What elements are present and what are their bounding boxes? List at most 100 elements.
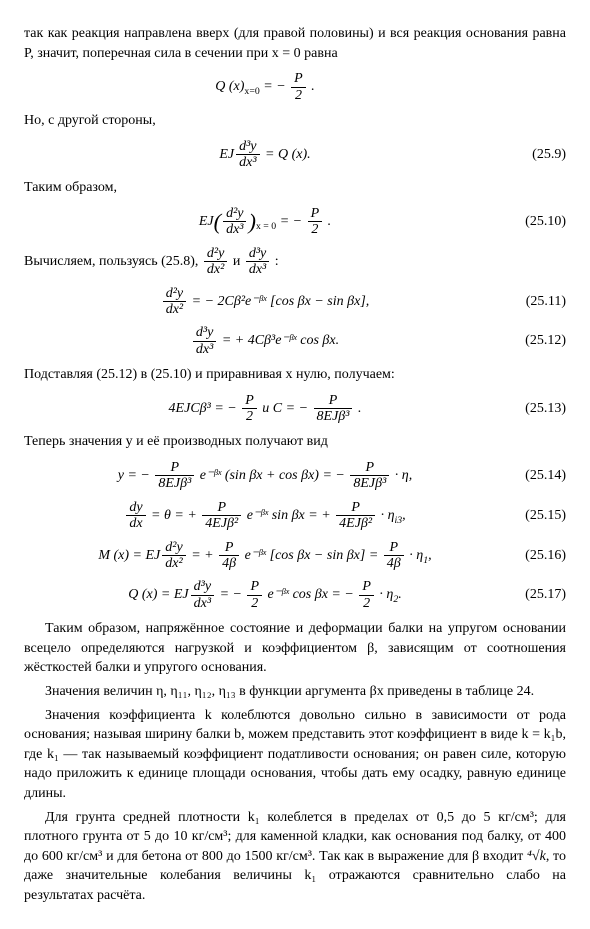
para-5: Подставляя (25.12) в (25.10) и приравнив…	[24, 365, 566, 385]
eq10-rden: 2	[308, 222, 323, 237]
para-9: Значения коэффициента k колеблются довол…	[24, 706, 566, 804]
eq-9: EJd³ydx³ = Q (x). (25.9)	[24, 139, 566, 171]
eq15-no: (25.15)	[506, 506, 566, 526]
eq16-n2: P	[384, 540, 404, 556]
eq11-rhs: = − 2Cβ²e⁻ᵝˣ [cos βx − sin βx],	[188, 294, 369, 309]
eq-12: d³ydx³ = + 4Cβ³e⁻ᵝˣ cos βx. (25.12)	[24, 325, 566, 357]
eq10-paren-close: )	[248, 209, 255, 234]
eq-0: Q (x)x=0 = − P2 .	[24, 71, 566, 103]
eq-17: Q (x) = EJd³ydx³ = − P2 e⁻ᵝˣ cos βx = − …	[24, 579, 566, 611]
eq17-n2: P	[359, 579, 374, 595]
eq10-num: d²y	[223, 206, 246, 222]
eq13-a: 4EJCβ³ = −	[169, 401, 241, 416]
eq16-b: = +	[188, 548, 217, 563]
para4b: и	[229, 254, 244, 269]
eq14-d1: 8EJβ³	[155, 476, 194, 491]
eq-15: dydx = θ = + P4EJβ² e⁻ᵝˣ sin βx = + P4EJ…	[24, 500, 566, 532]
eq17-b: = −	[216, 587, 245, 602]
eq17-a: Q (x) = EJ	[128, 587, 188, 602]
eq9-den: dx³	[236, 155, 259, 170]
eq14-no: (25.14)	[506, 466, 566, 486]
eq11-no: (25.11)	[506, 292, 566, 312]
eq13-no: (25.13)	[506, 399, 566, 419]
para-6: Теперь значения y и её производных получ…	[24, 432, 566, 452]
eq12-no: (25.12)	[506, 331, 566, 351]
eq16-tail: · η	[406, 548, 423, 563]
para4a: Вычисляем, пользуясь (25.8),	[24, 254, 202, 269]
eq15-ld: dx	[126, 516, 145, 531]
para4-f1d: dx²	[204, 262, 227, 277]
eq15-mid: e⁻ᵝˣ sin βx = +	[243, 508, 334, 523]
eq14-n2: P	[350, 460, 389, 476]
eq14-tail: · η,	[391, 468, 412, 483]
eq13-ad: 2	[242, 409, 257, 424]
para-8: Значения величин η, η₁₁, η₁₂, η₁₃ в функ…	[24, 682, 566, 702]
eq17-tail: · η	[376, 587, 393, 602]
eq15-n2: P	[336, 500, 375, 516]
eq-11: d²ydx² = − 2Cβ²e⁻ᵝˣ [cos βx − sin βx], (…	[24, 286, 566, 318]
eq14-d2: 8EJβ³	[350, 476, 389, 491]
eq16-end: ,	[428, 548, 432, 563]
eq17-end: .	[398, 587, 402, 602]
eq13-bn: P	[314, 393, 353, 409]
eq0-lhs: Q (x)	[215, 79, 244, 94]
para4c: :	[271, 254, 278, 269]
eq16-d1: 4β	[219, 556, 239, 571]
eq15-ln: dy	[126, 500, 145, 516]
eq10-tail: .	[324, 214, 331, 229]
eq15-d1: 4EJβ²	[202, 516, 241, 531]
para-3: Таким образом,	[24, 178, 566, 198]
eq10-paren-open: (	[214, 209, 221, 234]
para10-root: ⁴√k	[527, 849, 546, 864]
eq17-d1: 2	[247, 596, 262, 611]
eq17-mid: e⁻ᵝˣ cos βx = −	[264, 587, 357, 602]
eq16-mid: e⁻ᵝˣ [cos βx − sin βx] =	[241, 548, 382, 563]
eq9-lhs: EJ	[219, 147, 234, 162]
eq-10: EJ(d²ydx³)x = 0 = − P2 . (25.10)	[24, 206, 566, 238]
eq0-mid: = −	[260, 79, 289, 94]
para-2: Но, с другой стороны,	[24, 111, 566, 131]
eq15-d2: 4EJβ²	[336, 516, 375, 531]
eq16-a: M (x) = EJ	[98, 548, 160, 563]
eq0-den: 2	[291, 88, 306, 103]
eq0-tail: .	[308, 79, 315, 94]
eq17-ln: d³y	[191, 579, 214, 595]
eq16-no: (25.16)	[506, 546, 566, 566]
para-1: так как реакция направлена вверх (для пр…	[24, 24, 566, 63]
eq13-mid: и C = −	[259, 401, 312, 416]
eq0-sub: x=0	[244, 86, 259, 97]
eq10-den: dx³	[223, 222, 246, 237]
eq12-ln: d³y	[193, 325, 216, 341]
eq16-ln: d²y	[162, 540, 185, 556]
eq-16: M (x) = EJd²ydx² = + P4β e⁻ᵝˣ [cos βx − …	[24, 540, 566, 572]
eq0-num: P	[291, 71, 306, 87]
eq14-a: y = −	[118, 468, 154, 483]
eq12-rhs: = + 4Cβ³e⁻ᵝˣ cos βx.	[218, 333, 339, 348]
eq15-a: = θ = +	[148, 508, 201, 523]
eq9-no: (25.9)	[506, 145, 566, 165]
eq13-an: P	[242, 393, 257, 409]
eq10-rnum: P	[308, 206, 323, 222]
para-7: Таким образом, напряжённое состояние и д…	[24, 619, 566, 678]
eq14-n1: P	[155, 460, 194, 476]
eq17-ld: dx³	[191, 596, 214, 611]
eq11-ln: d²y	[163, 286, 186, 302]
eq15-n1: P	[202, 500, 241, 516]
eq10-sub: x = 0	[256, 221, 276, 232]
para4-f1n: d²y	[204, 246, 227, 262]
eq9-rhs: = Q (x).	[262, 147, 311, 162]
eq13-tail: .	[354, 401, 361, 416]
para-4: Вычисляем, пользуясь (25.8), d²ydx² и d³…	[24, 246, 566, 278]
eq16-d2: 4β	[384, 556, 404, 571]
para4-f2n: d³y	[246, 246, 269, 262]
eq16-ld: dx²	[162, 556, 185, 571]
eq17-d2: 2	[359, 596, 374, 611]
eq11-ld: dx²	[163, 302, 186, 317]
eq-13: 4EJCβ³ = − P2 и C = − P8EJβ³ . (25.13)	[24, 393, 566, 425]
eq17-no: (25.17)	[506, 585, 566, 605]
eq13-bd: 8EJβ³	[314, 409, 353, 424]
eq-14: y = − P8EJβ³ e⁻ᵝˣ (sin βx + cos βx) = − …	[24, 460, 566, 492]
para4-f2d: dx³	[246, 262, 269, 277]
eq10-lhs1: EJ	[199, 214, 214, 229]
eq14-mid: e⁻ᵝˣ (sin βx + cos βx) = −	[196, 468, 348, 483]
